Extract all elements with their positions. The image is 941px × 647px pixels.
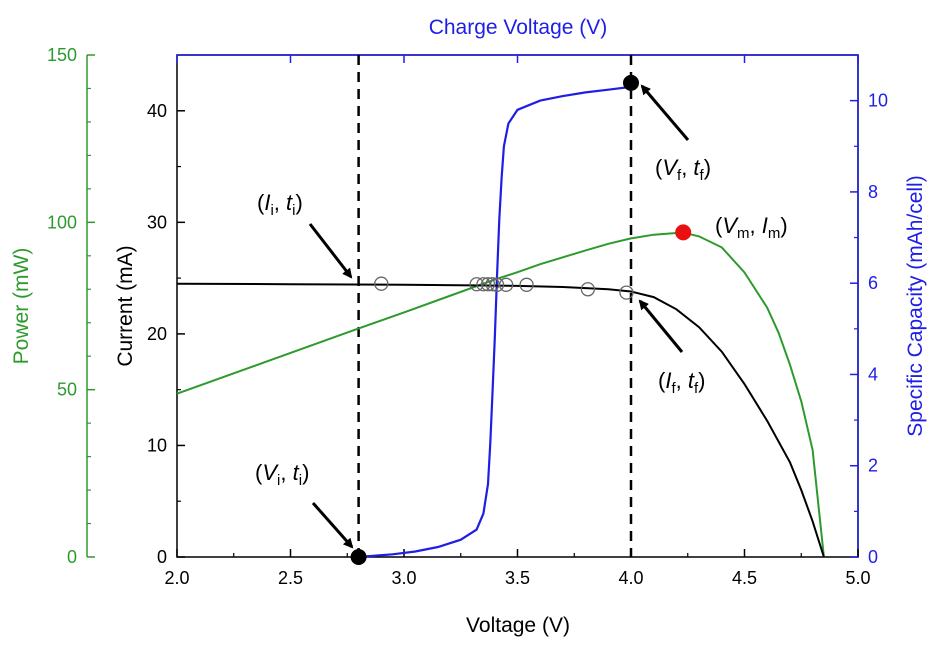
x-tick-label: 4.5	[732, 568, 757, 588]
y-power-tick-label: 100	[47, 212, 77, 232]
y-current-tick-label: 30	[147, 212, 167, 232]
y-current-tick-label: 20	[147, 324, 167, 344]
x-tick-label: 3.5	[505, 568, 530, 588]
open-circle-marker	[489, 277, 505, 292]
arrow-if-tf	[638, 299, 684, 353]
y-power-tick-label: 150	[47, 45, 77, 65]
x-axis-title: Voltage (V)	[466, 614, 570, 637]
annotation-if-tf: (If, tf)	[658, 368, 705, 397]
y-power-tick-label: 50	[57, 380, 77, 400]
open-circle-marker	[480, 277, 496, 292]
open-circle-marker	[580, 282, 596, 297]
open-circle-marker	[469, 277, 484, 292]
series-capacity-line	[358, 85, 632, 559]
open-circle-marker	[498, 277, 514, 292]
series-power-line	[176, 231, 825, 558]
annotation-vm-im: (Vm, Im)	[715, 213, 788, 242]
y-capacity-tick-label: 0	[868, 547, 878, 567]
x-tick-label: 2.5	[278, 568, 303, 588]
filled-black-marker	[623, 74, 639, 91]
x-tick-label: 3.0	[391, 568, 416, 588]
y-current-tick-label: 40	[147, 101, 167, 121]
y-capacity-tick-label: 10	[868, 91, 888, 111]
y-power-axis-title: Power (mW)	[10, 248, 33, 365]
open-circle-marker	[519, 277, 534, 292]
y-capacity-tick-label: 6	[868, 273, 878, 293]
series-current-line	[176, 282, 825, 558]
y-capacity-tick-label: 2	[868, 456, 878, 476]
y-current-axis-title: Current (mA)	[114, 245, 137, 366]
x-top-axis-title: Charge Voltage (V)	[429, 16, 608, 39]
y-capacity-tick-label: 8	[868, 182, 878, 202]
annotation-vi-ti: (Vi, ti)	[255, 460, 309, 489]
y-current-tick-label: 0	[157, 547, 167, 567]
y-capacity-axis-title: Specific Capacity (mAh/cell)	[904, 175, 927, 436]
arrow-vf-tf	[640, 84, 690, 141]
y-power-tick-label: 0	[67, 547, 77, 567]
annotation-ii-ti: (Ii, ti)	[257, 190, 303, 219]
x-tick-label: 2.0	[164, 568, 189, 588]
filled-black-marker	[350, 549, 367, 565]
arrow-ii-ti	[308, 223, 353, 279]
arrow-vi-ti	[311, 502, 354, 549]
y-current-tick-label: 10	[147, 435, 167, 455]
annotation-vf-tf: (Vf, tf)	[655, 155, 711, 184]
max-power-point-marker	[675, 224, 692, 241]
open-circle-marker	[374, 276, 389, 291]
x-tick-label: 4.0	[618, 568, 643, 588]
open-circle-marker	[619, 285, 634, 300]
x-tick-label: 5.0	[845, 568, 870, 588]
y-capacity-tick-label: 4	[868, 364, 878, 384]
